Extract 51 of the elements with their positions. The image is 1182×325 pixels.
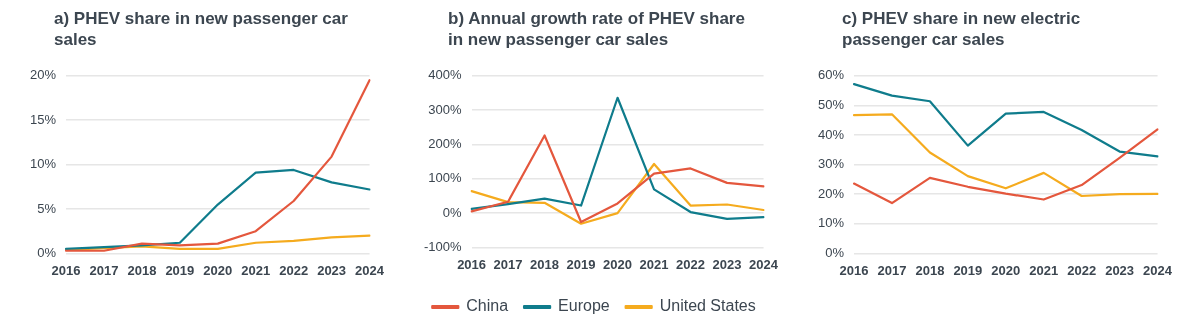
chart-title: c) PHEV share in new electric passenger car sales <box>842 8 1082 50</box>
y-tick-label: 30% <box>817 156 845 172</box>
x-tick-label: 2016 <box>51 262 81 278</box>
x-tick-label: 2019 <box>566 256 596 272</box>
y-tick-label: 40% <box>817 126 845 142</box>
y-tick-label: 0% <box>442 204 463 220</box>
x-tick-label: 2023 <box>712 256 742 272</box>
x-tick-label: 2021 <box>241 262 271 278</box>
legend-label: China <box>466 297 509 315</box>
x-tick-label: 2022 <box>676 256 706 272</box>
x-tick-label: 2024 <box>1143 262 1173 278</box>
x-tick-label: 2022 <box>279 262 309 278</box>
y-tick-label: 0% <box>825 244 845 260</box>
x-tick-label: 2021 <box>639 256 669 272</box>
y-tick-label: 20% <box>817 185 845 201</box>
y-tick-label: 400% <box>428 67 463 83</box>
y-tick-label: 100% <box>428 170 463 186</box>
y-tick-label: 200% <box>428 136 463 152</box>
x-tick-label: 2018 <box>915 262 945 278</box>
y-tick-label: 0% <box>37 244 57 260</box>
x-tick-label: 2020 <box>203 262 233 278</box>
x-tick-label: 2023 <box>317 262 347 278</box>
x-tick-label: 2017 <box>877 262 907 278</box>
x-tick-label: 2018 <box>127 262 157 278</box>
y-tick-label: 15% <box>29 111 57 127</box>
y-tick-label: -100% <box>424 238 463 254</box>
x-tick-label: 2023 <box>1105 262 1135 278</box>
y-tick-label: 10% <box>817 215 845 231</box>
x-tick-label: 2016 <box>839 262 869 278</box>
x-tick-label: 2017 <box>493 256 523 272</box>
x-tick-label: 2016 <box>457 256 487 272</box>
x-tick-label: 2022 <box>1067 262 1097 278</box>
chart-title: a) PHEV share in new passenger car sales <box>54 8 349 50</box>
legend-label: Europe <box>558 297 610 315</box>
x-tick-label: 2024 <box>355 262 385 278</box>
chart-title: b) Annual growth rate of PHEV share in new passenger car sales <box>448 8 746 50</box>
legend-label: United States <box>659 297 756 315</box>
y-tick-label: 300% <box>428 101 463 117</box>
x-tick-label: 2020 <box>603 256 633 272</box>
x-tick-label: 2024 <box>749 256 779 272</box>
y-tick-label: 50% <box>817 96 845 112</box>
y-tick-label: 60% <box>817 67 845 83</box>
x-tick-label: 2020 <box>991 262 1021 278</box>
x-tick-label: 2021 <box>1029 262 1059 278</box>
x-tick-label: 2018 <box>530 256 560 272</box>
y-tick-label: 20% <box>29 67 57 83</box>
y-tick-label: 10% <box>29 156 57 172</box>
y-tick-label: 5% <box>37 200 57 216</box>
x-tick-label: 2019 <box>165 262 195 278</box>
x-tick-label: 2019 <box>953 262 983 278</box>
x-tick-label: 2017 <box>89 262 119 278</box>
